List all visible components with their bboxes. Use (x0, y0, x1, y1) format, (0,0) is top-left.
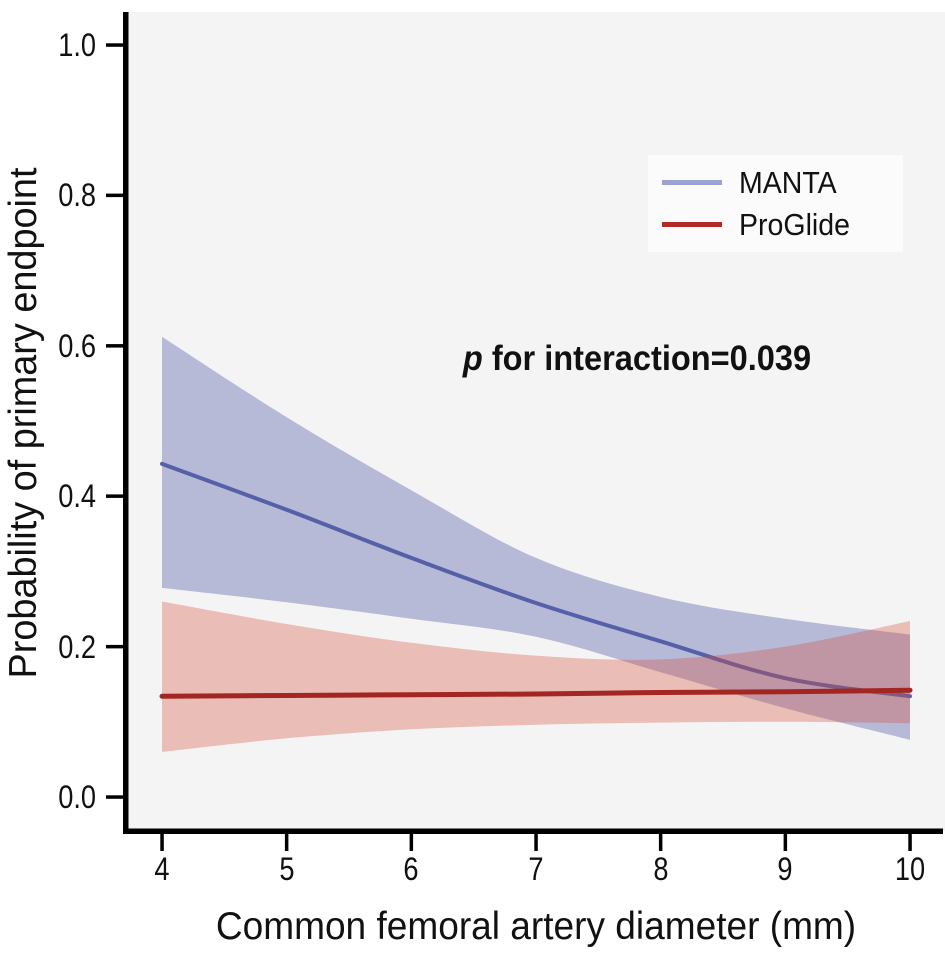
p-value-annotation: p for interaction=0.039 (405, 337, 870, 381)
axis-ticks (106, 43, 912, 851)
x-tick-label: 4 (154, 851, 170, 887)
x-tick (534, 834, 538, 851)
y-tick (106, 193, 123, 198)
x-tick-label: 10 (894, 851, 926, 887)
proglide-line-swatch (662, 222, 722, 228)
x-axis-title: Common femoral artery diameter (mm) (215, 905, 857, 948)
x-tick (658, 834, 663, 851)
x-axis-line (123, 828, 943, 834)
x-tick-label: 5 (279, 851, 295, 887)
x-tick (783, 834, 788, 851)
y-tick-label: 0.8 (58, 177, 96, 214)
x-tick (908, 834, 912, 851)
y-tick (106, 344, 123, 348)
y-axis-line (123, 12, 129, 834)
legend: MANTA ProGlide (648, 155, 903, 252)
annotation-text: for interaction=0.039 (482, 339, 812, 378)
x-tick (409, 834, 414, 851)
annotation-italic-p: p (462, 339, 483, 378)
x-tick-label: 7 (528, 851, 544, 887)
y-tick-label: 0.4 (58, 478, 96, 515)
proglide-line (159, 687, 913, 699)
legend-item-proglide: ProGlide (662, 209, 903, 240)
x-tick-label: 9 (777, 851, 793, 887)
legend-label-manta: MANTA (739, 164, 837, 200)
y-tick (106, 644, 123, 649)
y-tick (106, 795, 123, 799)
x-tick-label: 8 (653, 851, 669, 887)
x-tick-label: 6 (403, 851, 419, 887)
x-tick (284, 834, 289, 851)
confidence-bands-and-lines (159, 336, 913, 752)
y-tick-label: 0.2 (58, 628, 96, 665)
manta-confidence-band (162, 336, 910, 740)
y-axis-title: Probability of primary endpoint (2, 167, 45, 679)
y-tick (106, 494, 123, 498)
y-tick-label: 0.0 (58, 779, 96, 815)
y-tick-label: 0.6 (58, 327, 96, 364)
manta-line (160, 461, 912, 699)
legend-label-proglide: ProGlide (739, 207, 850, 243)
manta-line-swatch (662, 179, 722, 185)
proglide-confidence-band (162, 601, 910, 752)
y-tick (106, 43, 123, 47)
x-tick (160, 834, 164, 851)
legend-item-manta: MANTA (662, 167, 903, 198)
y-tick-label: 1.0 (58, 27, 96, 63)
